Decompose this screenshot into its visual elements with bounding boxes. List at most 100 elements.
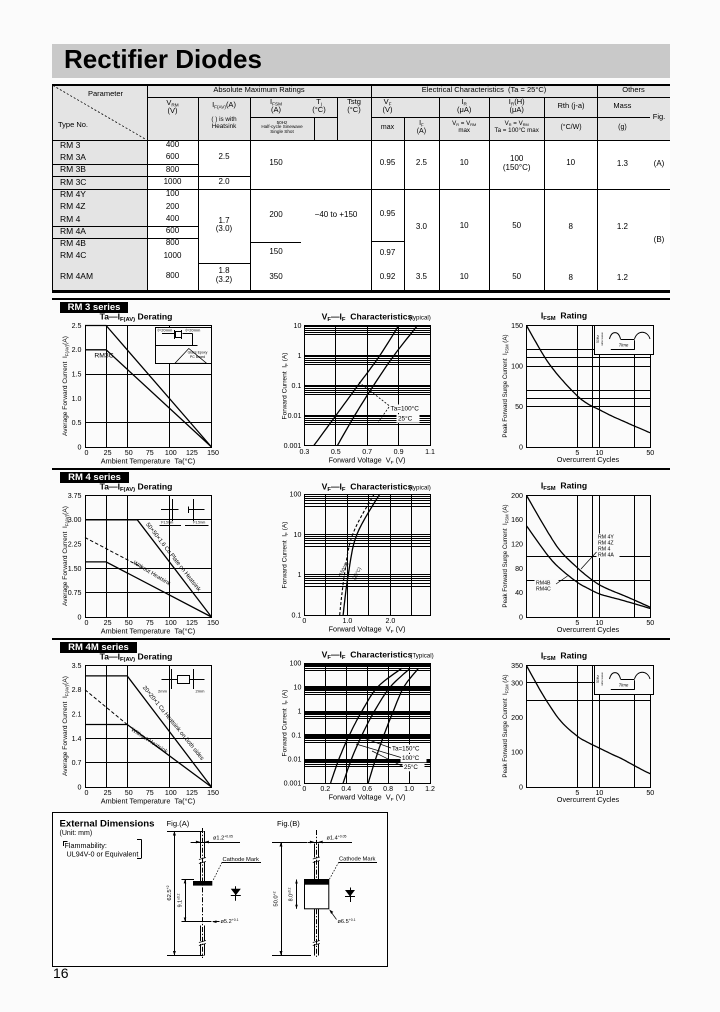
svg-text:IFSM​ Rating: IFSM​ Rating bbox=[541, 651, 587, 663]
svg-text:0: 0 bbox=[85, 619, 89, 627]
svg-text:PC Board: PC Board bbox=[190, 355, 205, 359]
svg-text:125: 125 bbox=[186, 619, 198, 627]
svg-text:0.01: 0.01 bbox=[288, 412, 302, 420]
svg-text:RM4B: RM4B bbox=[536, 581, 551, 587]
svg-text:IFSM​ Rating: IFSM​ Rating bbox=[541, 481, 587, 493]
svg-text:5: 5 bbox=[575, 619, 579, 627]
svg-text:VF​—IF​ Characteristics: VF​—IF​ Characteristics bbox=[322, 650, 413, 662]
svg-text:(Unit: mm): (Unit: mm) bbox=[60, 830, 93, 837]
svg-text:62.5+2: 62.5+2 bbox=[166, 885, 173, 900]
svg-text:0: 0 bbox=[302, 617, 306, 625]
svg-text:10: 10 bbox=[595, 449, 603, 457]
svg-text:75: 75 bbox=[146, 789, 154, 797]
svg-text:ℓ=20mm: ℓ=20mm bbox=[158, 328, 173, 333]
svg-text:0.01: 0.01 bbox=[288, 755, 302, 763]
svg-text:Forward Voltage VF​ (V): Forward Voltage VF​ (V) bbox=[329, 625, 406, 636]
svg-text:1.0: 1.0 bbox=[342, 617, 352, 625]
svg-text:100: 100 bbox=[290, 659, 302, 667]
svg-text:0.1: 0.1 bbox=[292, 731, 302, 739]
svg-text:2mm: 2mm bbox=[196, 689, 206, 694]
svg-text:t=1.5mm: t=1.5mm bbox=[161, 521, 174, 525]
svg-text:1.1: 1.1 bbox=[425, 448, 435, 456]
svg-text:1.5: 1.5 bbox=[72, 371, 82, 379]
svg-text:10: 10 bbox=[294, 322, 302, 330]
svg-text:50: 50 bbox=[515, 403, 523, 411]
svg-text:50.0+2: 50.0+2 bbox=[273, 891, 280, 906]
svg-text:0: 0 bbox=[78, 443, 82, 451]
svg-text:0.001: 0.001 bbox=[284, 442, 302, 450]
svg-text:0.1: 0.1 bbox=[292, 611, 302, 619]
svg-text:0: 0 bbox=[519, 613, 523, 621]
svg-text:Peak Forward Surge Current IF: Peak Forward Surge Current IFSM​ (A) bbox=[502, 334, 510, 437]
svg-text:Fig.(B): Fig.(B) bbox=[277, 819, 300, 828]
svg-text:125: 125 bbox=[186, 449, 198, 457]
svg-text:0.3: 0.3 bbox=[299, 448, 309, 456]
svg-text:2.5: 2.5 bbox=[72, 322, 82, 330]
svg-text:VF​—IF​ Characteristics: VF​—IF​ Characteristics bbox=[322, 482, 413, 494]
svg-text:ø1.4+0.05: ø1.4+0.05 bbox=[327, 834, 347, 841]
svg-text:2.25: 2.25 bbox=[68, 541, 82, 549]
svg-text:200: 200 bbox=[511, 492, 523, 500]
svg-text:RM 4Y: RM 4Y bbox=[598, 535, 614, 541]
svg-text:125: 125 bbox=[186, 789, 198, 797]
svg-text:1: 1 bbox=[297, 571, 301, 579]
svg-text:200: 200 bbox=[511, 714, 523, 722]
svg-text:1.4: 1.4 bbox=[72, 735, 82, 743]
svg-text:50×50×1.6 Cu Plate on Heatsink: 50×50×1.6 Cu Plate on Heatsink bbox=[144, 522, 201, 593]
svg-text:2.0: 2.0 bbox=[72, 346, 82, 354]
svg-text:150: 150 bbox=[511, 322, 523, 330]
svg-text:3.5: 3.5 bbox=[72, 662, 82, 670]
svg-text:1: 1 bbox=[297, 707, 301, 715]
svg-text:Peak Forward Surge Current IF: Peak Forward Surge Current IFSM​ (A) bbox=[502, 504, 510, 607]
svg-text:1: 1 bbox=[297, 352, 301, 360]
svg-text:Forward Current IF​ (A): Forward Current IF​ (A) bbox=[282, 353, 290, 420]
svg-text:Flammability:: Flammability: bbox=[65, 841, 107, 850]
svg-text:Average Forward Current IF(AV: Average Forward Current IF(AV)​(A) bbox=[62, 336, 70, 436]
svg-text:50: 50 bbox=[125, 619, 133, 627]
svg-text:Cathode Mark: Cathode Mark bbox=[223, 857, 260, 863]
svg-text:0.001: 0.001 bbox=[284, 779, 302, 787]
svg-text:100: 100 bbox=[165, 619, 177, 627]
svg-text:2.1: 2.1 bbox=[72, 711, 82, 719]
svg-text:100°C: 100°C bbox=[402, 755, 420, 762]
svg-text:160: 160 bbox=[511, 516, 523, 524]
svg-text:25°C: 25°C bbox=[404, 764, 418, 771]
svg-text:40: 40 bbox=[515, 589, 523, 597]
svg-text:sine wave: sine wave bbox=[600, 672, 604, 686]
svg-text:RM 4Z: RM 4Z bbox=[598, 541, 614, 547]
svg-text:50: 50 bbox=[646, 789, 654, 797]
svg-text:9.1±0.2: 9.1±0.2 bbox=[177, 893, 184, 907]
svg-text:120: 120 bbox=[511, 541, 523, 549]
svg-text:5: 5 bbox=[575, 789, 579, 797]
svg-text:300: 300 bbox=[511, 679, 523, 687]
svg-text:Without Heatsink: Without Heatsink bbox=[132, 560, 172, 587]
svg-text:0: 0 bbox=[85, 449, 89, 457]
svg-text:Overcurrent Cycles: Overcurrent Cycles bbox=[557, 455, 620, 464]
svg-text:2mm: 2mm bbox=[158, 689, 168, 694]
svg-text:0.1: 0.1 bbox=[292, 382, 302, 390]
svg-text:50Hz: 50Hz bbox=[596, 675, 600, 683]
svg-text:Overcurrent Cycles: Overcurrent Cycles bbox=[557, 795, 620, 804]
svg-text:20×20×1 Cu Heatsink on both si: 20×20×1 Cu Heatsink on both sides bbox=[141, 685, 205, 762]
svg-text:0: 0 bbox=[519, 783, 523, 791]
svg-text:(Typical): (Typical) bbox=[410, 653, 433, 660]
svg-text:Forward Current IF​ (A): Forward Current IF​ (A) bbox=[282, 690, 290, 757]
svg-text:3.75: 3.75 bbox=[68, 492, 82, 500]
svg-text:Ta=150°C: Ta=150°C bbox=[392, 746, 420, 753]
svg-text:100: 100 bbox=[511, 362, 523, 370]
svg-text:0.7: 0.7 bbox=[72, 759, 82, 767]
svg-text:(typical): (typical) bbox=[409, 485, 431, 492]
svg-text:0.5: 0.5 bbox=[72, 419, 82, 427]
svg-text:0.4: 0.4 bbox=[341, 785, 351, 793]
svg-text:0.6: 0.6 bbox=[362, 785, 372, 793]
svg-text:Peak Forward Surge Current IF: Peak Forward Surge Current IFSM​ (A) bbox=[502, 674, 510, 777]
svg-text:Ta—IF(AV)​ Derating: Ta—IF(AV)​ Derating bbox=[100, 312, 173, 324]
svg-text:50: 50 bbox=[646, 449, 654, 457]
svg-text:VF​—IF​ Characteristics: VF​—IF​ Characteristics bbox=[322, 312, 413, 324]
svg-text:Forward Current IF​ (A): Forward Current IF​ (A) bbox=[282, 522, 290, 589]
svg-text:Forward Voltage VF​ (V): Forward Voltage VF​ (V) bbox=[329, 456, 406, 467]
svg-text:RM 4: RM 4 bbox=[598, 547, 611, 553]
svg-text:100: 100 bbox=[290, 491, 302, 499]
svg-text:Ta—IF(AV)​ Derating: Ta—IF(AV)​ Derating bbox=[100, 652, 173, 664]
svg-text:50Hz: 50Hz bbox=[596, 335, 600, 343]
